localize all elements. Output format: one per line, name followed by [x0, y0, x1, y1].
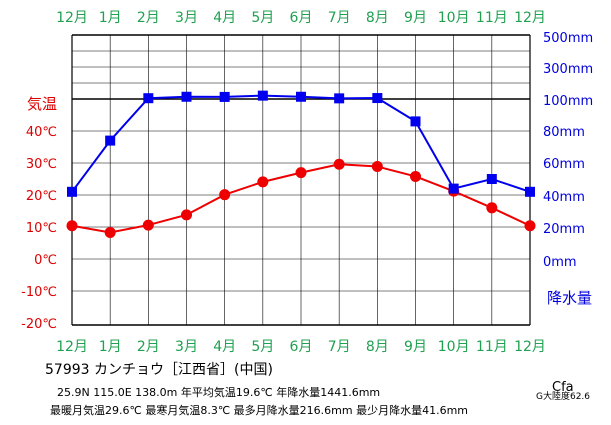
chart-grid	[71, 34, 531, 326]
month-label-top: 4月	[213, 10, 236, 26]
temperature-point	[410, 170, 421, 182]
temperature-point	[295, 167, 307, 179]
month-label-top: 11月	[476, 10, 508, 26]
month-label-top: 6月	[290, 10, 313, 26]
temperature-axis-label: 気温	[27, 95, 57, 113]
month-label-bottom: 7月	[328, 339, 351, 355]
month-label-top: 3月	[175, 10, 198, 26]
month-label-bottom: 11月	[476, 339, 508, 355]
temperature-point	[66, 220, 78, 232]
precipitation-tick-label: 500mm	[543, 31, 593, 46]
station-stats-line-2: 最暖月気温29.6℃ 最寒月気温8.3℃ 最多月降水量216.6mm 最少月降水…	[50, 404, 469, 417]
temperature-point	[257, 176, 269, 188]
month-label-top: 12月	[514, 10, 546, 26]
temperature-point	[219, 189, 231, 201]
precipitation-point	[334, 93, 345, 104]
precipitation-tick-label: 40mm	[543, 190, 585, 205]
temperature-axis-ticks: 40℃ 30℃ 20℃ 10℃ 0℃ -10℃ -20℃	[21, 125, 57, 332]
month-label-top: 2月	[137, 10, 160, 26]
precipitation-tick-label: 0mm	[543, 255, 577, 270]
precipitation-tick-label: 100mm	[543, 94, 593, 109]
month-label-bottom: 12月	[56, 339, 88, 355]
precipitation-point	[219, 91, 230, 102]
precipitation-tick-label: 80mm	[543, 125, 585, 140]
precipitation-point	[67, 186, 77, 197]
precipitation-axis-label: 降水量	[547, 289, 592, 307]
precipitation-point	[372, 93, 383, 104]
month-label-top: 9月	[404, 10, 427, 26]
month-labels-bottom: 12月 1月 2月 3月 4月 5月 6月 7月 8月 9月 10月 11月 12月	[56, 339, 546, 355]
temperature-point	[371, 161, 383, 173]
precipitation-point	[525, 186, 535, 197]
temperature-point	[486, 202, 498, 214]
continentality-index: G大陸度62.6	[536, 392, 591, 402]
month-label-bottom: 12月	[514, 339, 546, 355]
temperature-tick-label: 40℃	[26, 125, 57, 140]
month-label-top: 12月	[56, 10, 88, 26]
precipitation-point	[296, 91, 306, 102]
precipitation-point	[448, 183, 459, 194]
series-layer	[66, 90, 536, 238]
month-labels-top: 12月 1月 2月 3月 4月 5月 6月 7月 8月 9月 10月 11月 12月	[56, 10, 546, 26]
temperature-point	[333, 158, 345, 170]
month-label-top: 10月	[438, 10, 470, 26]
precipitation-tick-label: 60mm	[543, 157, 585, 172]
station-stats-line-1: 25.9N 115.0E 138.0m 年平均気温19.6℃ 年降水量1441.…	[57, 386, 381, 399]
temperature-point	[142, 219, 154, 231]
temperature-point	[181, 209, 192, 221]
month-label-top: 1月	[99, 10, 122, 26]
month-label-bottom: 5月	[251, 339, 274, 355]
month-label-bottom: 4月	[213, 339, 236, 355]
precipitation-point	[105, 135, 116, 146]
month-label-bottom: 8月	[366, 339, 389, 355]
temperature-point	[104, 226, 116, 238]
month-label-bottom: 3月	[175, 339, 198, 355]
precipitation-axis-ticks: 500mm 300mm 100mm 80mm 60mm 40mm 20mm 0mm	[543, 31, 593, 270]
month-label-bottom: 9月	[404, 339, 427, 355]
temperature-tick-label: 0℃	[34, 253, 57, 268]
precipitation-tick-label: 20mm	[543, 222, 585, 237]
month-label-top: 7月	[328, 10, 351, 26]
precipitation-point	[410, 116, 421, 127]
precipitation-tick-label: 300mm	[543, 62, 593, 77]
month-label-bottom: 2月	[137, 339, 160, 355]
month-label-top: 8月	[366, 10, 389, 26]
precipitation-point	[486, 174, 497, 184]
month-label-top: 5月	[251, 10, 274, 26]
temperature-point	[524, 220, 536, 232]
temperature-tick-label: 20℃	[26, 189, 57, 204]
climate-class: Cfa	[552, 380, 574, 395]
month-label-bottom: 6月	[290, 339, 313, 355]
precipitation-point	[181, 91, 192, 102]
precipitation-point	[143, 93, 154, 104]
month-label-bottom: 10月	[438, 339, 470, 355]
temperature-tick-label: -20℃	[21, 317, 57, 332]
temperature-tick-label: 10℃	[26, 221, 57, 236]
precipitation-point	[257, 90, 268, 101]
month-label-bottom: 1月	[99, 339, 122, 355]
station-title: 57993 カンチョウ［江西省］(中国)	[45, 362, 273, 378]
temperature-tick-label: 30℃	[26, 157, 57, 172]
temperature-tick-label: -10℃	[21, 285, 57, 300]
